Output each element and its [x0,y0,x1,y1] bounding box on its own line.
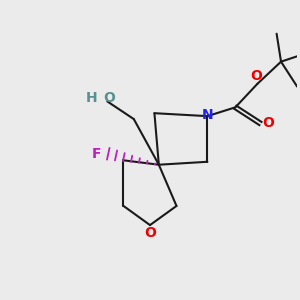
Text: O: O [144,226,156,240]
Text: F: F [92,147,101,161]
Text: O: O [250,68,262,83]
Text: H: H [85,91,97,105]
Text: O: O [103,91,115,105]
Text: O: O [263,116,274,130]
Text: N: N [202,108,213,122]
